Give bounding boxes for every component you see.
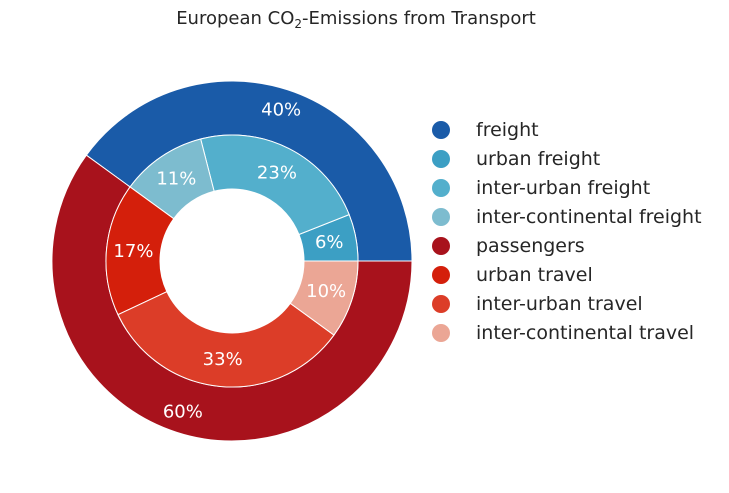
slice-labels: 40% 60% 6% 23% 11% 17% 33% 10%: [113, 99, 346, 422]
legend-marker-urban-travel: [432, 266, 450, 284]
legend-marker-freight: [432, 121, 450, 139]
inner-label-inter-urban-travel: 33%: [203, 349, 243, 370]
legend-marker-inter-urban-travel: [432, 295, 450, 313]
inner-label-urban-freight: 6%: [315, 232, 344, 253]
inner-slice-inter-urban-travel: [117, 290, 335, 388]
inner-label-inter-urban-freight: 23%: [257, 162, 297, 183]
inner-slice-inter-urban-freight: [200, 134, 350, 236]
inner-label-urban-travel: 17%: [113, 241, 153, 262]
outer-label-freight: 40%: [261, 99, 301, 120]
legend-marker-inter-continental-travel: [432, 324, 450, 342]
inner-ring: [105, 134, 359, 388]
legend-label-passengers: passengers: [476, 235, 585, 257]
legend-label-inter-continental-freight: inter-continental freight: [476, 206, 702, 228]
outer-label-passengers: 60%: [163, 402, 203, 423]
legend-label-urban-freight: urban freight: [476, 148, 600, 170]
legend-label-freight: freight: [476, 119, 539, 141]
inner-slice-inter-continental-travel: [289, 260, 359, 336]
legend-marker-urban-freight: [432, 150, 450, 168]
inner-label-inter-continental-freight: 11%: [156, 169, 196, 190]
legend: freight urban freight inter-urban freight i…: [432, 119, 702, 344]
legend-label-inter-continental-travel: inter-continental travel: [476, 322, 694, 344]
legend-marker-inter-urban-freight: [432, 179, 450, 197]
legend-marker-passengers: [432, 237, 450, 255]
legend-marker-inter-continental-freight: [432, 208, 450, 226]
legend-label-urban-travel: urban travel: [476, 264, 593, 286]
chart-title: European CO2-Emissions from Transport: [176, 8, 536, 31]
legend-label-inter-urban-travel: inter-urban travel: [476, 293, 643, 315]
legend-label-inter-urban-freight: inter-urban freight: [476, 177, 650, 199]
inner-label-inter-continental-travel: 10%: [306, 281, 346, 302]
